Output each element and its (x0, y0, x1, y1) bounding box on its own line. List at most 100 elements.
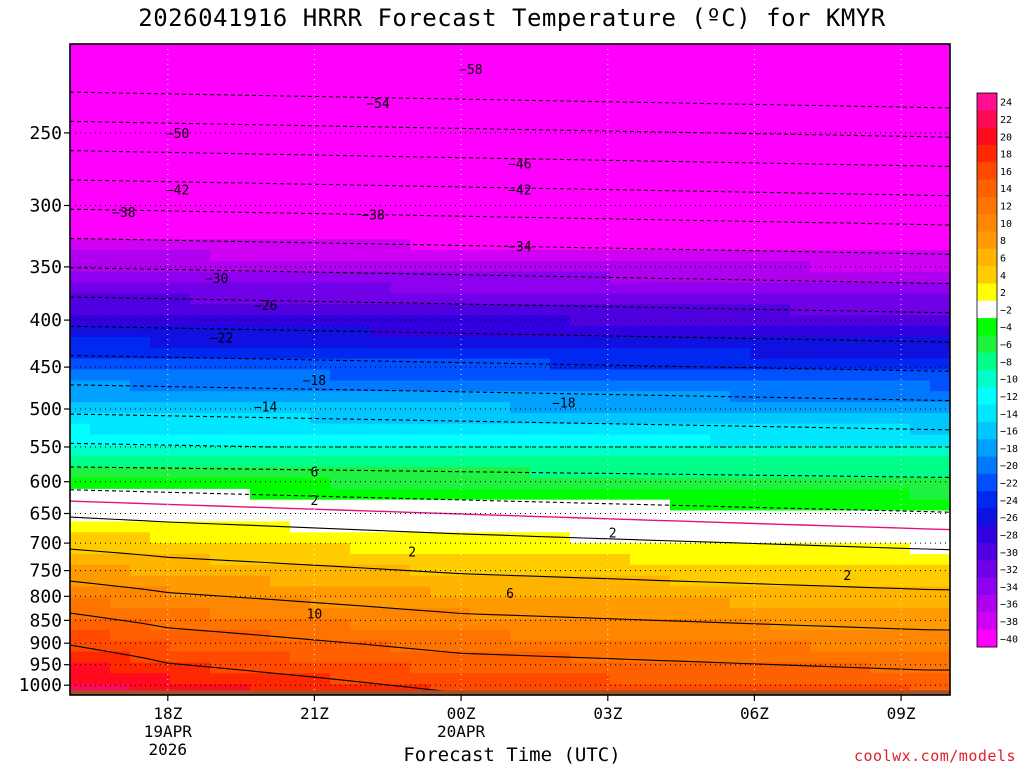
temperature-cell (110, 163, 131, 175)
temperature-cell (630, 575, 651, 588)
temperature-cell (710, 684, 731, 695)
temperature-cell (730, 575, 751, 588)
temperature-cell (90, 98, 111, 110)
temperature-cell (230, 412, 251, 425)
credit-link[interactable]: coolwx.com/models (853, 747, 1016, 765)
temperature-cell (610, 521, 631, 534)
temperature-cell (810, 76, 831, 89)
temperature-cell (130, 54, 151, 67)
temperature-cell (510, 228, 531, 241)
temperature-cell (190, 271, 211, 284)
temperature-cell (450, 98, 471, 110)
temperature-cell (590, 282, 611, 295)
temperature-cell (890, 532, 911, 544)
temperature-cell (70, 402, 91, 414)
temperature-cell (850, 478, 871, 490)
contour-label: 2 (408, 546, 416, 561)
temperature-cell (430, 380, 451, 392)
temperature-cell (910, 87, 931, 100)
temperature-cell (350, 120, 371, 132)
temperature-cell (150, 488, 171, 501)
temperature-cell (350, 271, 371, 284)
temperature-cell (390, 130, 411, 143)
temperature-cell (190, 619, 211, 631)
temperature-cell (930, 98, 950, 110)
temperature-cell (490, 239, 511, 251)
temperature-cell (130, 640, 151, 653)
temperature-cell (210, 651, 231, 664)
temperature-cell (810, 54, 831, 67)
temperature-cell (550, 673, 571, 685)
temperature-cell (230, 575, 251, 588)
temperature-cell (710, 282, 731, 295)
temperature-cell (850, 87, 871, 100)
temperature-cell (290, 163, 311, 175)
temperature-cell (350, 640, 371, 653)
temperature-cell (790, 684, 811, 695)
temperature-cell (530, 575, 551, 588)
temperature-cell (110, 239, 131, 251)
temperature-cell (310, 467, 331, 479)
temperature-cell (910, 250, 931, 262)
temperature-cell (650, 217, 671, 230)
temperature-cell (670, 532, 691, 544)
temperature-cell (310, 109, 331, 121)
temperature-cell (790, 499, 811, 512)
temperature-cell (650, 499, 671, 512)
temperature-cell (110, 543, 131, 555)
temperature-cell (270, 315, 291, 327)
temperature-cell (410, 109, 431, 121)
temperature-cell (790, 217, 811, 230)
temperature-cell (750, 554, 771, 566)
temperature-cell (570, 206, 591, 219)
temperature-cell (390, 250, 411, 262)
temperature-cell (130, 543, 151, 555)
colorbar-swatch (977, 196, 997, 215)
colorbar-label: 14 (1000, 184, 1012, 195)
temperature-cell (770, 54, 791, 67)
temperature-cell (690, 44, 711, 56)
temperature-cell (490, 543, 511, 555)
temperature-cell (130, 369, 151, 382)
temperature-cell (90, 271, 111, 284)
temperature-cell (410, 640, 431, 653)
temperature-cell (350, 456, 371, 468)
temperature-cell (450, 185, 471, 197)
temperature-cell (750, 619, 771, 631)
temperature-cell (690, 597, 711, 610)
temperature-cell (690, 174, 711, 186)
temperature-cell (610, 130, 631, 143)
temperature-cell (870, 651, 891, 664)
temperature-cell (750, 282, 771, 295)
temperature-cell (730, 510, 751, 523)
temperature-cell (130, 293, 151, 306)
temperature-cell (870, 358, 891, 371)
temperature-cell (270, 337, 291, 349)
temperature-cell (610, 239, 631, 251)
temperature-cell (510, 402, 531, 414)
x-tick-label: 2026 (149, 740, 188, 759)
temperature-cell (930, 250, 950, 262)
temperature-cell (470, 239, 491, 251)
colorbar-swatch (977, 110, 997, 129)
temperature-cell (890, 434, 911, 447)
temperature-cell (550, 510, 571, 523)
temperature-cell (490, 130, 511, 143)
temperature-cell (270, 456, 291, 468)
temperature-cell (910, 76, 931, 89)
temperature-cell (610, 54, 631, 67)
temperature-cell (630, 532, 651, 544)
temperature-cell (850, 76, 871, 89)
temperature-cell (850, 174, 871, 186)
temperature-cell (90, 239, 111, 251)
temperature-cell (230, 326, 251, 338)
temperature-cell (390, 228, 411, 241)
temperature-cell (150, 304, 171, 317)
temperature-cell (550, 293, 571, 306)
temperature-cell (250, 554, 271, 566)
temperature-cell (550, 662, 571, 675)
temperature-cell (750, 120, 771, 132)
colorbar-label: −2 (1000, 305, 1012, 316)
temperature-cell (150, 282, 171, 295)
temperature-cell (310, 185, 331, 197)
